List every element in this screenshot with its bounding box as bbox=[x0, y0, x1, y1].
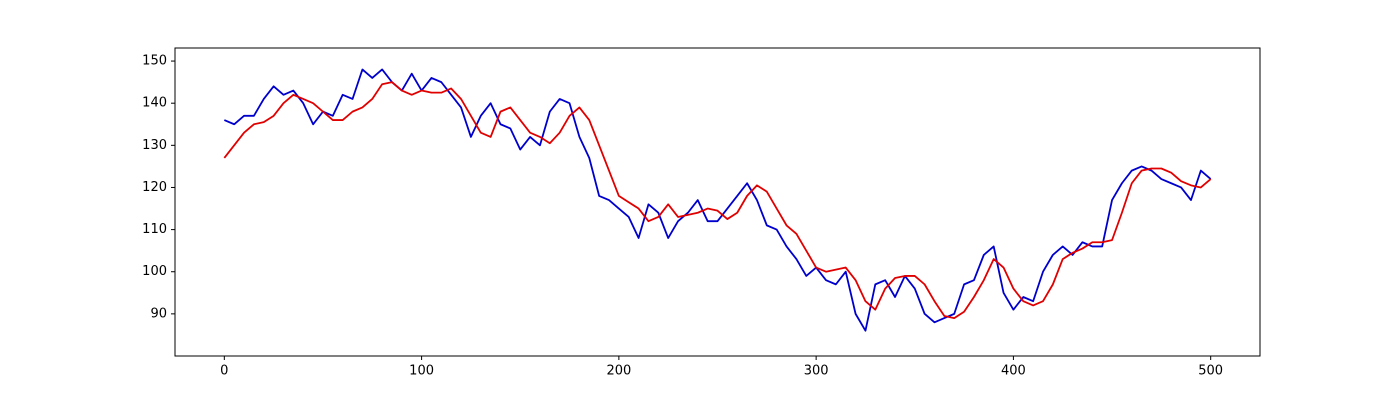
x-tick-label: 400 bbox=[1001, 364, 1026, 379]
y-tick-label: 150 bbox=[142, 54, 167, 69]
y-tick-label: 120 bbox=[142, 180, 167, 195]
x-tick-label: 500 bbox=[1198, 364, 1223, 379]
plot-frame bbox=[174, 47, 1261, 357]
x-tick-label: 200 bbox=[606, 364, 631, 379]
y-tick-label: 140 bbox=[142, 96, 167, 111]
y-tick-label: 100 bbox=[142, 264, 167, 279]
x-tick-label: 100 bbox=[409, 364, 434, 379]
x-tick-label: 300 bbox=[804, 364, 829, 379]
y-tick-label: 110 bbox=[142, 222, 167, 237]
line-series bbox=[223, 81, 1212, 319]
line-series bbox=[223, 68, 1212, 332]
x-tick-label: 0 bbox=[220, 364, 228, 379]
y-tick-label: 90 bbox=[150, 306, 167, 321]
y-tick-label: 130 bbox=[142, 138, 167, 153]
